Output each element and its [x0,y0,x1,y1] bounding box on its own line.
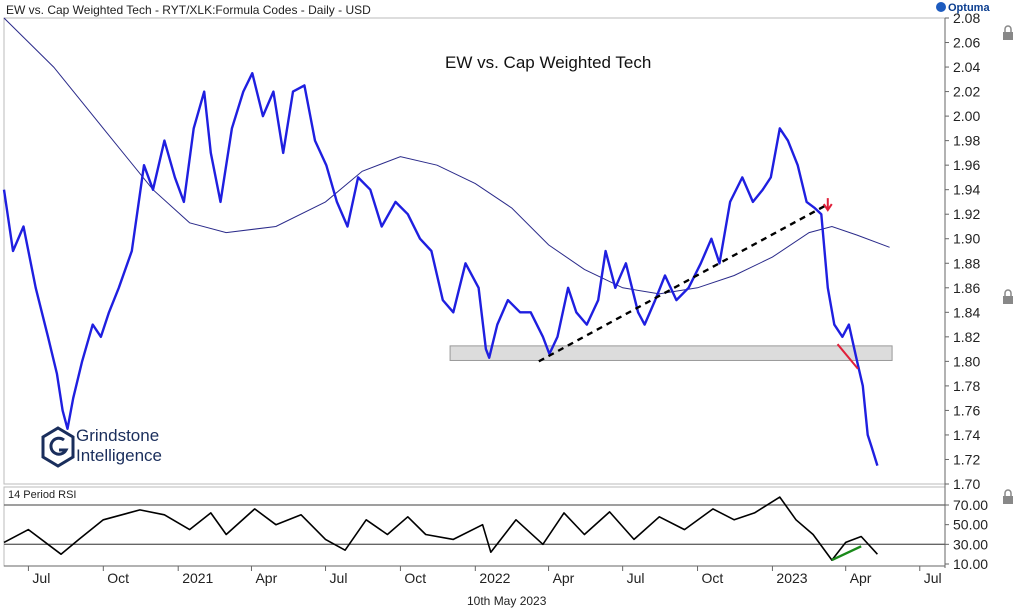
y-tick-label: 1.84 [953,304,980,320]
rsi-y-tick-label: 70.00 [953,497,988,513]
x-tick-label: Apr [255,570,277,586]
rsi-divergence-line [831,545,862,562]
price-line [2,72,879,466]
y-tick-label: 1.74 [953,427,980,443]
y-tick-label: 1.70 [953,476,980,492]
rsi-panel: 14 Period RSI 70.00 50.00 30.00 10.00 [3,489,988,572]
y-tick-label: 1.78 [953,378,980,394]
y-tick-label: 1.76 [953,402,980,418]
down-arrow-icon [822,198,833,212]
rsi-panel-title: 14 Period RSI [8,489,76,501]
breakdown-line-marker [836,343,859,370]
y-tick-label: 1.86 [953,280,980,296]
lock-icon[interactable] [1003,289,1013,304]
x-axis: Jul Oct 2021 Apr Jul Oct 2022 Apr Jul Oct 2023 Apr J… [27,25,1013,586]
y-tick-label: 1.90 [953,231,980,247]
x-tick-label: 2021 [182,570,213,586]
footer-date: 10th May 2023 [467,594,547,608]
y-tick-label: 1.94 [953,182,980,198]
x-tick-label: 2023 [776,570,807,586]
moving-average-path [3,17,890,295]
dashed-trendline [538,203,829,363]
y-tick-label: 1.96 [953,157,980,173]
rsi-y-tick-label: 30.00 [953,536,988,552]
y-tick-label: 2.02 [953,84,980,100]
x-tick-label: 2022 [479,570,510,586]
x-tick-label: Oct [404,570,426,586]
y-tick-label: 1.98 [953,133,980,149]
ratio-price-path [2,72,879,466]
hexagon-logo-icon [41,426,75,468]
vendor-logo: Optuma [936,2,990,14]
y-tick-label: 2.04 [953,59,980,75]
price-panel-border [3,17,946,485]
price-y-axis: 2.08 2.06 2.04 2.02 2.00 1.98 1.96 1.94 1.92 1.90… [945,10,980,492]
x-tick-label: Oct [107,570,129,586]
trendline [538,198,859,370]
x-tick-label: Apr [553,570,575,586]
y-tick-label: 1.88 [953,255,980,271]
x-tick-label: Jul [330,570,348,586]
support-zone [449,345,893,361]
chart-title: EW vs. Cap Weighted Tech [445,53,652,72]
vendor-name: Optuma [948,2,990,14]
y-tick-label: 2.00 [953,108,980,124]
optuma-logo-icon [936,2,946,12]
x-tick-label: Jul [924,570,942,586]
grindstone-logo: Grindstone Intelligence [40,424,200,474]
lock-icon[interactable] [1003,489,1013,504]
chart-frame [3,17,946,568]
rsi-y-tick-label: 10.00 [953,556,988,572]
x-tick-label: Apr [850,570,872,586]
y-tick-label: 2.06 [953,35,980,51]
x-tick-label: Oct [702,570,724,586]
moving-average-line [3,17,890,295]
x-tick-label: Jul [32,570,50,586]
rsi-path [3,496,878,561]
y-tick-label: 2.08 [953,10,980,26]
y-tick-label: 1.80 [953,353,980,369]
lock-icon[interactable] [1003,25,1013,40]
logo-text-line1: Grindstone [76,426,160,445]
y-tick-label: 1.92 [953,206,980,222]
rsi-y-tick-label: 50.00 [953,517,988,533]
chart-header-title: EW vs. Cap Weighted Tech - RYT/XLK:Formu… [6,3,371,17]
support-zone-rect [449,345,893,361]
y-tick-label: 1.82 [953,329,980,345]
y-tick-label: 1.72 [953,451,980,467]
logo-text-line2: Intelligence [76,446,163,465]
x-tick-label: Jul [627,570,645,586]
